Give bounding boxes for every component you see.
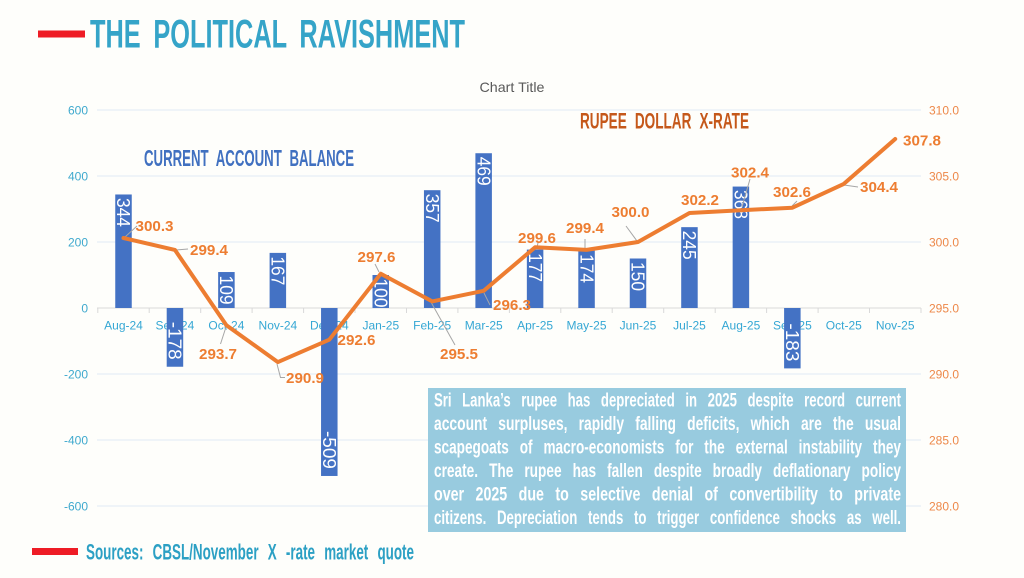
svg-text:177: 177 <box>525 253 545 282</box>
svg-text:Sources: CBSL/November X -rate: Sources: CBSL/November X -rate market qu… <box>86 540 414 565</box>
svg-text:295.5: 295.5 <box>440 346 478 363</box>
svg-text:-509: -509 <box>319 431 339 469</box>
svg-text:344: 344 <box>113 198 133 227</box>
svg-text:Jun-25: Jun-25 <box>620 319 657 333</box>
svg-text:Aug-24: Aug-24 <box>104 319 143 333</box>
svg-text:Feb-25: Feb-25 <box>413 319 451 333</box>
svg-text:400: 400 <box>68 170 88 184</box>
svg-text:299.6: 299.6 <box>518 230 556 247</box>
svg-text:280.0: 280.0 <box>929 500 959 514</box>
svg-text:285.0: 285.0 <box>929 434 959 448</box>
svg-text:368: 368 <box>731 190 751 219</box>
svg-text:290.9: 290.9 <box>286 370 324 387</box>
svg-text:299.4: 299.4 <box>566 220 605 237</box>
svg-text:RUPEE DOLLAR X-RATE: RUPEE DOLLAR X-RATE <box>580 109 749 134</box>
svg-text:THE POLITICAL RAVISHMENT: THE POLITICAL RAVISHMENT <box>90 13 465 57</box>
svg-text:May-25: May-25 <box>566 319 606 333</box>
svg-text:Apr-25: Apr-25 <box>517 319 553 333</box>
svg-text:scapegoats of macro-economists: scapegoats of macro-economists for the e… <box>434 438 901 459</box>
svg-text:Mar-25: Mar-25 <box>465 319 503 333</box>
svg-text:over 2025 due to selective den: over 2025 due to selective denial of con… <box>434 485 901 506</box>
svg-text:Jul-25: Jul-25 <box>673 319 706 333</box>
svg-text:245: 245 <box>679 231 699 260</box>
svg-text:307.8: 307.8 <box>903 133 941 150</box>
svg-text:357: 357 <box>422 194 442 223</box>
svg-text:304.4: 304.4 <box>860 179 899 196</box>
svg-text:Oct-25: Oct-25 <box>826 319 862 333</box>
svg-text:469: 469 <box>473 157 493 186</box>
svg-text:100: 100 <box>370 279 390 308</box>
svg-text:300.0: 300.0 <box>929 236 959 250</box>
svg-text:-400: -400 <box>64 434 88 448</box>
svg-text:297.6: 297.6 <box>358 249 396 266</box>
svg-text:-183: -183 <box>782 323 802 361</box>
svg-text:295.0: 295.0 <box>929 302 959 316</box>
svg-text:299.4: 299.4 <box>190 242 229 259</box>
svg-text:Sri Lanka’s rupee has deprecia: Sri Lanka’s rupee has depreciated in 202… <box>434 391 901 412</box>
svg-text:302.4: 302.4 <box>731 165 770 182</box>
svg-text:-600: -600 <box>64 500 88 514</box>
svg-text:account surpluses, rapidly fal: account surpluses, rapidly falling defic… <box>434 414 901 435</box>
svg-text:200: 200 <box>68 236 88 250</box>
svg-text:292.6: 292.6 <box>338 332 376 349</box>
svg-text:-178: -178 <box>165 322 185 360</box>
svg-text:300.3: 300.3 <box>136 218 174 235</box>
svg-text:310.0: 310.0 <box>929 104 959 118</box>
svg-text:Nov-24: Nov-24 <box>259 319 298 333</box>
svg-text:citizens. Depreciation tends t: citizens. Depreciation tends to trigger … <box>434 508 901 529</box>
svg-text:Nov-25: Nov-25 <box>876 319 915 333</box>
svg-text:305.0: 305.0 <box>929 170 959 184</box>
svg-text:150: 150 <box>628 262 648 291</box>
svg-text:302.6: 302.6 <box>773 184 811 201</box>
svg-text:Jan-25: Jan-25 <box>362 319 399 333</box>
svg-text:167: 167 <box>268 256 288 285</box>
svg-text:302.2: 302.2 <box>681 192 719 209</box>
svg-text:600: 600 <box>68 104 88 118</box>
svg-text:293.7: 293.7 <box>199 346 237 363</box>
svg-text:296.3: 296.3 <box>493 297 531 314</box>
svg-text:-200: -200 <box>64 368 88 382</box>
svg-text:CURRENT ACCOUNT BALANCE: CURRENT ACCOUNT BALANCE <box>144 145 354 171</box>
svg-text:109: 109 <box>216 276 236 305</box>
svg-text:create. The rupee has fallen d: create. The rupee has fallen despite bro… <box>434 461 901 482</box>
svg-text:300.0: 300.0 <box>612 204 650 221</box>
svg-text:290.0: 290.0 <box>929 368 959 382</box>
svg-text:Aug-25: Aug-25 <box>722 319 761 333</box>
svg-text:Chart Title: Chart Title <box>480 79 545 95</box>
svg-text:174: 174 <box>576 254 596 283</box>
svg-text:0: 0 <box>81 302 88 316</box>
